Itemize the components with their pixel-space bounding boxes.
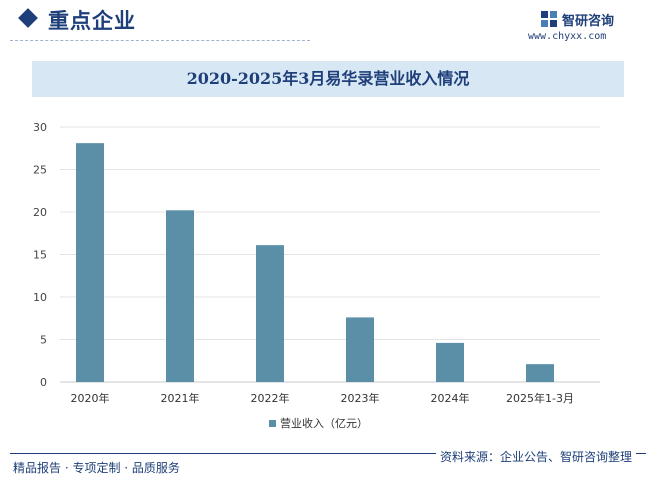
bar	[256, 245, 284, 382]
footer-divider	[10, 453, 646, 454]
x-tick-label: 2024年	[431, 391, 470, 405]
section-title: 重点企业	[48, 9, 136, 33]
y-tick-label: 10	[33, 291, 47, 304]
y-tick-label: 0	[40, 376, 47, 389]
label-layer: 0 5 10 15 20 25 30 2020年 2021年 2022年 2023年 2024年 202…	[33, 121, 574, 405]
bar	[346, 317, 374, 382]
chart-title: 2020-2025年3月易华录营业收入情况	[186, 69, 470, 88]
legend-layer: 营业收入（亿元）	[269, 416, 368, 430]
chart-title-band: 2020-2025年3月易华录营业收入情况	[32, 61, 624, 97]
bar-layer	[76, 143, 554, 382]
data-source: 资料来源：企业公告、智研咨询整理	[435, 448, 636, 465]
logo-icon	[541, 11, 557, 27]
x-tick-label: 2022年	[251, 391, 290, 405]
logo-name: 智研咨询	[562, 14, 615, 29]
bar	[76, 143, 104, 382]
logo-url: www.chyxx.com	[528, 31, 607, 42]
y-tick-label: 15	[33, 249, 47, 262]
bar	[166, 210, 194, 382]
legend-label: 营业收入（亿元）	[280, 416, 368, 430]
header: 重点企业 智研咨询 www.chyxx.com	[0, 0, 656, 46]
grid-layer	[60, 126, 600, 383]
y-tick-label: 20	[33, 206, 47, 219]
x-tick-label: 2023年	[341, 391, 380, 405]
y-tick-label: 5	[40, 334, 47, 347]
bar	[436, 342, 464, 382]
y-tick-label: 30	[33, 121, 47, 134]
footer-tagline: 精品报告 · 专项定制 · 品质服务	[13, 461, 180, 475]
brand-logo: 智研咨询 www.chyxx.com	[528, 9, 630, 43]
x-tick-label: 2020年	[71, 391, 110, 405]
header-divider	[10, 40, 310, 41]
legend-swatch	[269, 420, 276, 427]
x-tick-label: 2025年1-3月	[506, 391, 574, 405]
x-tick-label: 2021年	[161, 391, 200, 405]
y-tick-label: 25	[33, 164, 47, 177]
bar	[526, 364, 554, 382]
